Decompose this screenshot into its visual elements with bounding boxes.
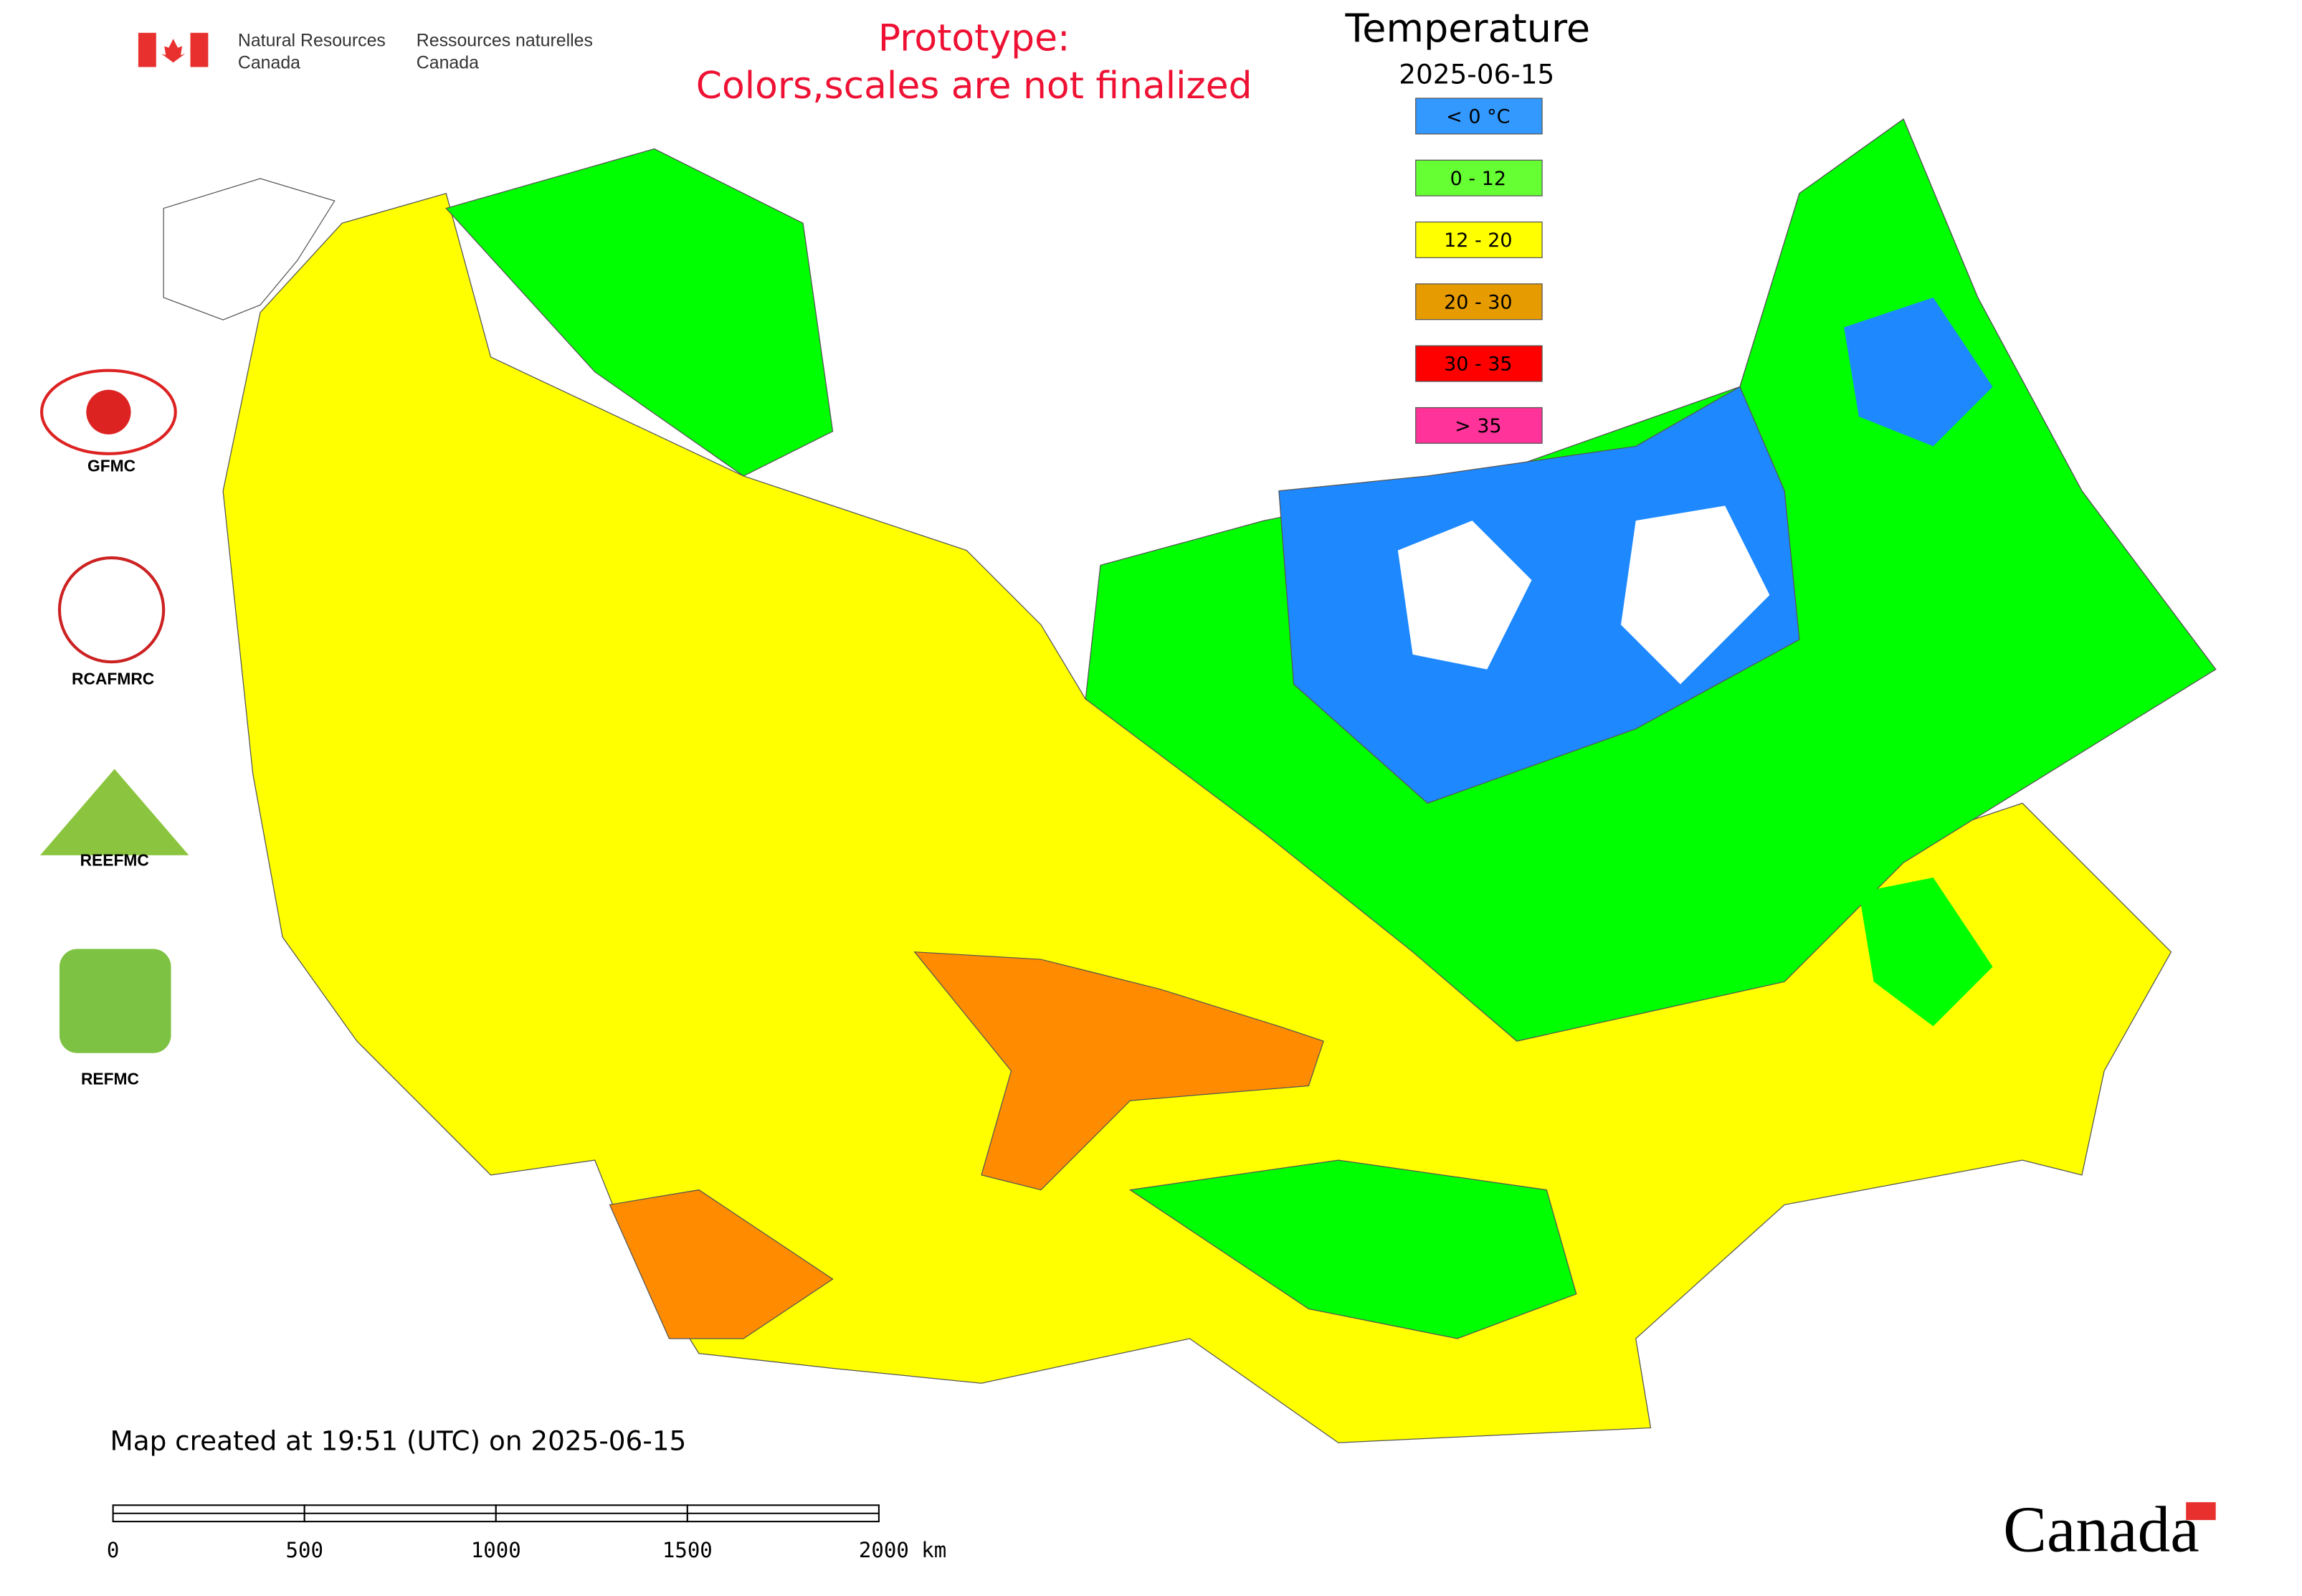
legend-label: 30 - 35 — [1444, 353, 1512, 376]
wordmark-flag — [2186, 1502, 2216, 1521]
legend-swatch — [1415, 98, 1543, 135]
legend-swatch — [1415, 159, 1543, 196]
department-en: Natural Resources — [238, 30, 386, 50]
scale-label: 2000 km — [859, 1538, 946, 1562]
department-fr: Ressources naturelles — [417, 30, 593, 50]
legend-title: Temperature — [1345, 6, 1591, 51]
legend-swatch — [1415, 283, 1543, 320]
legend-swatch — [1415, 407, 1543, 444]
legend: < 0 °C 0 - 12 12 - 20 20 - 30 30 - 35 > 35 — [1415, 98, 1543, 444]
legend-label: 12 - 20 — [1444, 229, 1512, 252]
notice: Colors,scales are not finalized — [696, 65, 1252, 108]
scale-label: 1500 — [662, 1538, 713, 1562]
logo — [40, 369, 189, 1053]
legend-label: 0 - 12 — [1450, 168, 1506, 190]
logo-label: GFMC — [87, 457, 135, 475]
map — [163, 118, 2217, 1443]
logo-label: RCAFMRC — [72, 669, 154, 688]
legend-label: > 35 — [1455, 415, 1501, 437]
logo-label: REFMC — [81, 1069, 139, 1088]
scale-label: 0 — [107, 1538, 119, 1562]
logo-label: REEFMC — [80, 850, 149, 869]
wordmark: Canada — [2003, 1493, 2199, 1566]
legend-label: < 0 °C — [1446, 106, 1510, 128]
legend-label: 20 - 30 — [1444, 291, 1512, 313]
flag — [138, 32, 209, 67]
scale-label: 1000 — [471, 1538, 521, 1562]
legend-date: 2025-06-15 — [1399, 58, 1554, 90]
department-fr: Canada — [417, 53, 479, 73]
legend-swatch — [1415, 345, 1543, 382]
legend-swatch — [1415, 222, 1543, 259]
scale-label: 500 — [285, 1538, 323, 1562]
notice: Prototype: — [878, 17, 1070, 60]
created-note: Map created at 19:51 (UTC) on 2025-06-15 — [110, 1425, 686, 1457]
scale-bar: 0 500 1000 1500 2000 km — [107, 1504, 946, 1562]
department-en: Canada — [238, 53, 300, 73]
